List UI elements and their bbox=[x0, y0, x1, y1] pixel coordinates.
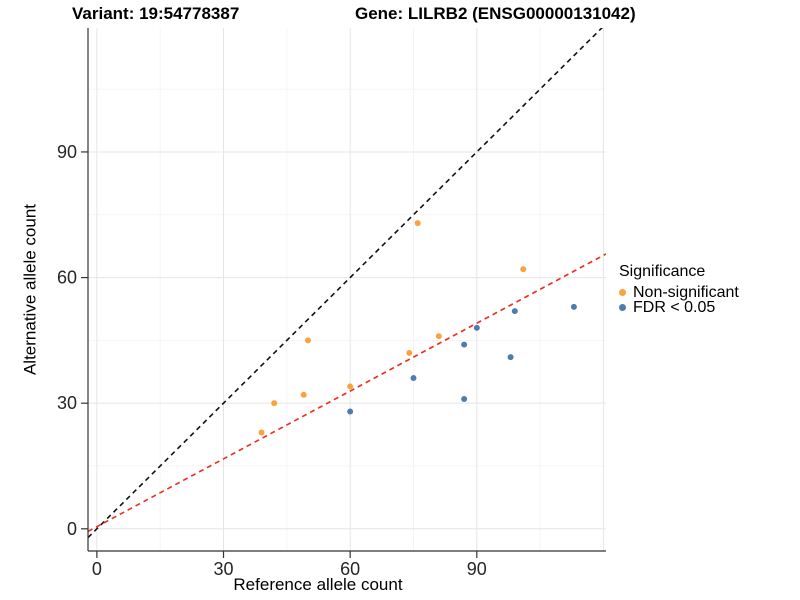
legend-title: Significance bbox=[619, 263, 706, 280]
data-point bbox=[435, 333, 442, 340]
data-point bbox=[347, 383, 354, 390]
y-tick-label: 0 bbox=[67, 519, 77, 539]
data-point bbox=[347, 408, 354, 415]
data-point bbox=[414, 220, 421, 227]
data-point bbox=[406, 349, 413, 356]
legend-dot-non-significant-icon bbox=[619, 289, 626, 296]
y-tick-label: 90 bbox=[57, 142, 77, 162]
variant-title: Variant: 19:54778387 bbox=[72, 4, 240, 23]
x-tick-label: 60 bbox=[340, 559, 360, 579]
legend-item-non-significant: Non-significant bbox=[619, 283, 739, 301]
legend-item-fdr: FDR < 0.05 bbox=[619, 298, 739, 316]
data-point bbox=[300, 391, 307, 398]
y-axis-title: Alternative allele count bbox=[20, 203, 40, 376]
data-point bbox=[570, 303, 577, 310]
data-point bbox=[511, 308, 518, 315]
x-tick-label: 0 bbox=[92, 559, 102, 579]
legend-label-non-significant: Non-significant bbox=[633, 283, 739, 301]
data-point bbox=[520, 266, 527, 273]
gene-title: Gene: LILRB2 (ENSG00000131042) bbox=[355, 4, 636, 23]
data-point bbox=[507, 354, 514, 361]
data-point bbox=[258, 429, 265, 436]
x-tick-label: 90 bbox=[467, 559, 487, 579]
identity-reference-line bbox=[88, 28, 603, 539]
data-point bbox=[461, 395, 468, 402]
y-tick-label: 30 bbox=[57, 393, 77, 413]
fit-reference-line bbox=[88, 253, 606, 533]
legend-dot-fdr-icon bbox=[619, 304, 626, 311]
data-point bbox=[410, 375, 417, 382]
y-tick-label: 60 bbox=[57, 268, 77, 288]
data-point bbox=[461, 341, 468, 348]
data-point bbox=[271, 400, 278, 407]
x-tick-label: 30 bbox=[214, 559, 234, 579]
legend-label-fdr: FDR < 0.05 bbox=[633, 298, 716, 316]
data-point bbox=[473, 324, 480, 331]
x-axis-title: Reference allele count bbox=[233, 575, 403, 594]
data-point bbox=[304, 337, 311, 344]
legend: Significance Non-significant FDR < 0.05 bbox=[619, 263, 739, 316]
